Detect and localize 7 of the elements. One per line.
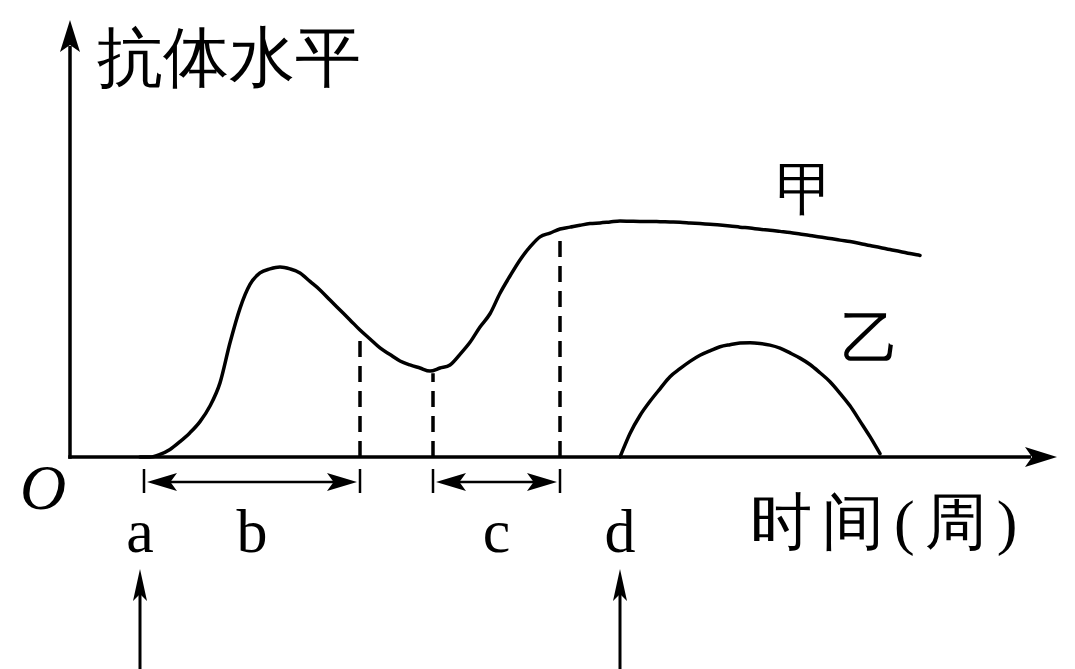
series-label: 乙 [841,305,899,371]
series-label: 甲 [776,157,834,223]
xlabel: 时间(周) [750,488,1028,556]
text: c [482,497,511,565]
ylabel: 抗体水平 [97,20,361,94]
x-tick-label: d [604,497,636,565]
text: O [19,452,67,523]
